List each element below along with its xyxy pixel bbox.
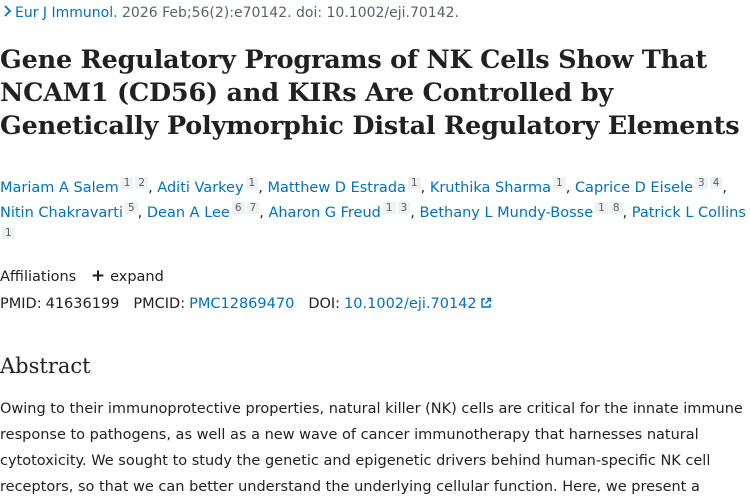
author-link[interactable]: Patrick L Collins bbox=[631, 205, 746, 221]
pmcid-label: PMCID: bbox=[133, 296, 186, 312]
chevron-right-icon[interactable] bbox=[3, 3, 15, 23]
abstract-heading: Abstract bbox=[0, 354, 91, 378]
author-link[interactable]: Aharon G Freud bbox=[268, 205, 381, 221]
affiliation-refs: 1 bbox=[406, 177, 421, 189]
citation-line: Eur J Immunol. 2026 Feb;56(2):e70142. do… bbox=[3, 3, 459, 23]
affiliation-ref[interactable]: 7 bbox=[246, 202, 260, 214]
pmid-value: 41636199 bbox=[45, 296, 120, 312]
affiliation-refs: 1 bbox=[244, 177, 259, 189]
author-entry: Caprice D Eisele 3 4, bbox=[574, 177, 728, 196]
affiliation-ref[interactable]: 1 bbox=[595, 202, 608, 214]
expand-label: expand bbox=[110, 269, 164, 285]
author-link[interactable]: Aditi Varkey bbox=[157, 180, 244, 196]
affiliation-ref[interactable]: 8 bbox=[609, 202, 623, 214]
author-link[interactable]: Nitin Chakravarti bbox=[0, 205, 123, 221]
affiliation-ref[interactable]: 1 bbox=[382, 202, 396, 214]
author-list: Mariam A Salem 1 2, Aditi Varkey 1, Matthew… bbox=[0, 176, 748, 251]
journal-link[interactable]: Eur J Immunol. bbox=[15, 5, 118, 21]
affiliations-row: Affiliations + expand bbox=[0, 266, 164, 287]
article-title: Gene Regulatory Programs of NK Cells Sho… bbox=[0, 45, 740, 141]
author-entry: Aditi Varkey 1, bbox=[157, 177, 268, 196]
author-link[interactable]: Kruthika Sharma bbox=[429, 180, 552, 196]
affiliation-ref[interactable]: 1 bbox=[2, 227, 15, 239]
affiliation-ref[interactable]: 1 bbox=[245, 177, 259, 189]
expand-affiliations-button[interactable]: + expand bbox=[90, 266, 164, 286]
identifiers-row: PMID: 41636199 PMCID: PMC12869470 DOI: 10.100… bbox=[0, 294, 492, 314]
author-link[interactable]: Bethany L Mundy-Bosse bbox=[419, 205, 594, 221]
author-entry: Patrick L Collins 1 bbox=[0, 205, 746, 246]
pmid-label: PMID: bbox=[0, 296, 42, 312]
external-link-icon bbox=[480, 297, 491, 308]
author-link[interactable]: Matthew D Estrada bbox=[267, 180, 406, 196]
author-entry: Aharon G Freud 1 3, bbox=[268, 202, 420, 221]
abstract-text: Owing to their immunoprotective properti… bbox=[0, 401, 743, 495]
author-entry: Dean A Lee 6 7, bbox=[146, 202, 269, 221]
affiliation-ref[interactable]: 4 bbox=[709, 177, 723, 189]
author-entry: Nitin Chakravarti 5, bbox=[0, 202, 147, 221]
pmcid-link[interactable]: PMC12869470 bbox=[189, 296, 295, 312]
affiliation-refs: 5 bbox=[123, 202, 138, 214]
author-link[interactable]: Mariam A Salem bbox=[0, 180, 119, 196]
affiliation-ref[interactable]: 1 bbox=[553, 177, 566, 189]
author-entry: Matthew D Estrada 1, bbox=[267, 177, 430, 196]
citation-details: 2026 Feb;56(2):e70142. doi: 10.1002/eji.… bbox=[117, 5, 459, 21]
affiliation-ref[interactable]: 2 bbox=[135, 177, 149, 189]
affiliation-refs: 1 bbox=[0, 227, 15, 239]
doi-link[interactable]: 10.1002/eji.70142 bbox=[344, 296, 492, 312]
author-link[interactable]: Caprice D Eisele bbox=[574, 180, 694, 196]
author-entry: Kruthika Sharma 1, bbox=[429, 177, 575, 196]
doi-value: 10.1002/eji.70142 bbox=[344, 296, 477, 312]
affiliation-ref[interactable]: 5 bbox=[124, 202, 138, 214]
author-link[interactable]: Dean A Lee bbox=[146, 205, 230, 221]
affiliation-ref[interactable]: 1 bbox=[407, 177, 421, 189]
author-entry: Bethany L Mundy-Bosse 1 8, bbox=[419, 202, 632, 221]
affiliation-ref[interactable]: 1 bbox=[120, 177, 134, 189]
affiliations-label: Affiliations bbox=[0, 269, 77, 285]
doi-label: DOI: bbox=[308, 296, 341, 312]
plus-icon: + bbox=[90, 266, 106, 286]
affiliation-refs: 1 bbox=[551, 177, 566, 189]
affiliation-ref[interactable]: 6 bbox=[231, 202, 245, 214]
affiliation-ref[interactable]: 3 bbox=[397, 202, 411, 214]
author-entry: Mariam A Salem 1 2, bbox=[0, 177, 158, 196]
affiliation-ref[interactable]: 3 bbox=[695, 177, 708, 189]
